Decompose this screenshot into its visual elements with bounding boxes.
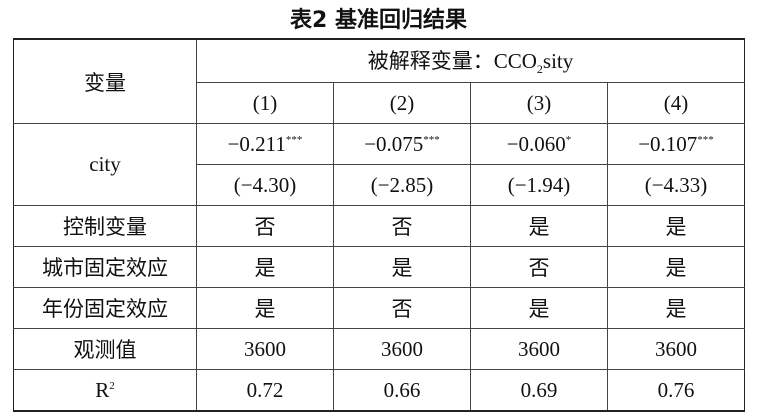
row-label: 年份固定效应 [13, 287, 197, 329]
data-row: 观测值 3600 3600 3600 3600 [13, 328, 745, 370]
header-row: 变量 被解释变量：CCO2sity [13, 38, 745, 124]
variable-header: 变量 [13, 38, 197, 124]
r2-sup: 2 [109, 379, 115, 392]
t-cell: (−2.85) [333, 164, 471, 206]
cell: 是 [470, 287, 608, 329]
column-header: (2) [333, 82, 471, 124]
table-body: 变量 被解释变量：CCO2sity (1) (2) (3) (4) city −0.21… [13, 38, 745, 412]
cell: 否 [196, 205, 334, 247]
cell: 3600 [333, 328, 471, 370]
coef-value: −0.060 [506, 131, 566, 156]
cell: 是 [470, 205, 608, 247]
t-cell: (−1.94) [470, 164, 608, 206]
data-row: 城市固定效应是是否是 [13, 246, 745, 288]
cell: 是 [607, 205, 745, 247]
cell: 是 [196, 246, 334, 288]
cell: 是 [607, 287, 745, 329]
results-table: 变量 被解释变量：CCO2sity (1) (2) (3) (4) city −0.21… [13, 38, 745, 412]
t-cell: (−4.33) [607, 164, 745, 206]
coef-cell: −0.075*** [333, 123, 471, 165]
dependent-sub: 2 [536, 62, 543, 77]
cell: 3600 [196, 328, 334, 370]
coef-stars: * [565, 133, 572, 146]
coef-cell: −0.107*** [607, 123, 745, 165]
dependent-header: 被解释变量：CCO2sity [196, 38, 745, 83]
coef-stars: *** [697, 133, 714, 146]
cell: 否 [333, 205, 471, 247]
cell: 0.66 [333, 369, 471, 412]
coef-cell: −0.060* [470, 123, 608, 165]
table-title: 表2 基准回归结果 [290, 8, 467, 33]
dependent-suffix: sity [542, 48, 574, 73]
cell: 3600 [470, 328, 608, 370]
row-label: R2 [13, 369, 197, 412]
coef-value: −0.107 [638, 131, 698, 156]
cell: 是 [333, 246, 471, 288]
coef-value: −0.211 [227, 131, 286, 156]
row-label: city [13, 123, 197, 206]
cell: 是 [196, 287, 334, 329]
data-row: 年份固定效应是否是是 [13, 287, 745, 329]
cell: 否 [470, 246, 608, 288]
column-header: (4) [607, 82, 745, 124]
cell: 3600 [607, 328, 745, 370]
coef-value: −0.075 [364, 131, 424, 156]
r2-label: R [95, 377, 110, 402]
column-header: (3) [470, 82, 608, 124]
cell: 0.72 [196, 369, 334, 412]
coef-row: city −0.211*** −0.075*** −0.060* −0.107*** [13, 123, 745, 206]
row-label: 控制变量 [13, 205, 197, 247]
coef-stars: *** [423, 133, 440, 146]
cell: 0.76 [607, 369, 745, 412]
data-row: 控制变量否否是是 [13, 205, 745, 247]
column-row: (1) (2) (3) (4) [14, 82, 745, 124]
row-label: 观测值 [13, 328, 197, 370]
dependent-prefix: 被解释变量：CCO [367, 48, 537, 73]
row-label: 城市固定效应 [13, 246, 197, 288]
coef-stars: *** [285, 133, 303, 146]
column-header: (1) [196, 82, 334, 124]
coef-cell: −0.211*** [196, 123, 334, 165]
t-cell: (−4.30) [196, 164, 334, 206]
r2-row: R2 0.72 0.66 0.69 0.76 [13, 369, 745, 412]
cell: 是 [607, 246, 745, 288]
cell: 否 [333, 287, 471, 329]
cell: 0.69 [470, 369, 608, 412]
